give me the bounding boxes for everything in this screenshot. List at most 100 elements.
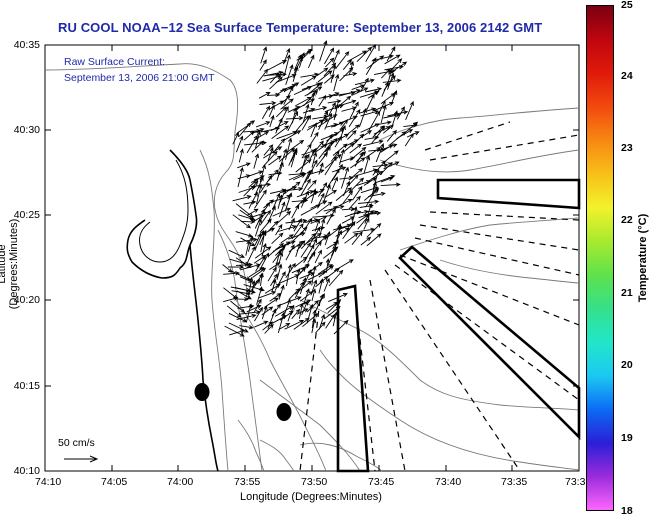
current-vector (255, 130, 261, 149)
current-vector (271, 278, 277, 292)
current-vector (311, 151, 318, 168)
current-vector (342, 220, 356, 240)
current-vector (380, 182, 401, 187)
current-vector (261, 305, 268, 320)
current-vector (309, 147, 317, 160)
current-vector (318, 278, 324, 294)
current-vector (300, 232, 316, 250)
ytick-label: 40:30 (13, 124, 40, 136)
current-vector (307, 251, 316, 263)
current-vector (232, 132, 239, 145)
current-vector (267, 205, 276, 224)
colorbar-tick: 22 (621, 214, 633, 226)
current-vector (314, 249, 322, 264)
current-vector (356, 210, 375, 224)
current-vector (373, 101, 395, 112)
current-vector (280, 98, 294, 110)
current-vector (251, 214, 265, 223)
xtick-label: 73:50 (301, 476, 328, 488)
current-vector (350, 209, 370, 215)
current-vector (278, 274, 300, 285)
map-title: RU COOL NOAA−12 Sea Surface Temperature:… (58, 20, 543, 35)
current-vector (246, 208, 259, 216)
current-vector (327, 267, 340, 278)
current-vector (236, 313, 257, 320)
colorbar-tick: 25 (621, 0, 633, 11)
current-vector (307, 159, 318, 179)
current-vector (333, 319, 349, 335)
current-vector (324, 47, 335, 65)
current-vector (387, 72, 395, 90)
current-vector (386, 129, 397, 142)
current-vector (310, 91, 316, 106)
current-vector (376, 143, 398, 152)
current-vector (310, 122, 317, 138)
current-vector (285, 218, 308, 224)
axis-ticks (45, 44, 579, 472)
current-vector (256, 68, 269, 84)
buoy-marker-1 (194, 383, 210, 401)
current-vector (275, 240, 296, 250)
current-vector (243, 180, 259, 197)
current-vector (352, 185, 363, 201)
colorbar-tick: 21 (621, 287, 633, 299)
current-vector (303, 268, 312, 286)
current-vector (405, 100, 414, 121)
current-vector (301, 143, 312, 159)
current-vector (300, 178, 311, 196)
current-vector (348, 109, 361, 128)
current-vector (315, 201, 333, 215)
xtick-label: 74:10 (35, 476, 62, 488)
current-vector (328, 293, 348, 303)
current-vector (351, 206, 358, 224)
current-vector (358, 107, 367, 128)
current-vector (314, 218, 321, 232)
current-vector (315, 235, 328, 246)
current-vector (293, 218, 303, 232)
current-vector (254, 176, 264, 196)
current-vector (368, 110, 380, 131)
current-vector (240, 219, 256, 224)
current-vector (235, 297, 249, 302)
current-vector (293, 173, 306, 181)
current-vector (375, 143, 385, 163)
current-vector (332, 229, 342, 250)
current-vector (277, 311, 286, 334)
current-vector (319, 40, 328, 62)
current-vector (259, 174, 273, 194)
colorbar-tick: 24 (621, 70, 633, 82)
current-vector (253, 131, 270, 141)
current-vector (223, 296, 239, 303)
current-vector (261, 242, 267, 257)
current-vector (271, 125, 290, 139)
current-vector (347, 130, 357, 140)
current-vector (335, 51, 350, 70)
current-vector (384, 54, 401, 65)
current-vector (278, 323, 291, 330)
current-vector (267, 242, 284, 257)
current-vector (293, 86, 313, 96)
current-vector (365, 43, 377, 62)
current-vector (295, 268, 301, 285)
current-vector (359, 130, 373, 139)
current-vector (253, 153, 260, 169)
current-vector (324, 133, 333, 146)
current-vector (294, 281, 304, 299)
inset-line-1: Raw Surface Current: (64, 56, 165, 68)
current-vector (354, 151, 364, 167)
colorbar-tick: 20 (621, 359, 633, 371)
current-vector (226, 305, 242, 318)
current-vector (251, 140, 265, 153)
current-vector (372, 168, 380, 189)
current-vector (324, 112, 333, 130)
current-vector (344, 232, 359, 244)
current-vector (388, 61, 408, 75)
current-vector (365, 57, 377, 76)
buoy-marker-2 (276, 403, 292, 421)
current-vector (239, 325, 254, 330)
current-vector (259, 59, 267, 71)
temperature-colorbar (586, 5, 614, 511)
current-vector (258, 92, 271, 99)
plot-frame (44, 44, 580, 472)
current-vector (301, 169, 311, 189)
